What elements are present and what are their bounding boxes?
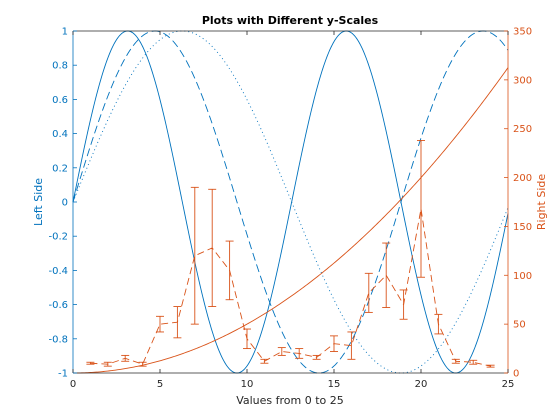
- left-series-line-1: [72, 30, 509, 374]
- y-right-tick-label-5: 200: [513, 173, 532, 184]
- y-right-axis-label: Right Side: [535, 174, 548, 230]
- y-left-tick-label-4: -0.4: [48, 266, 68, 277]
- y-right-tick-label-1: 0: [513, 369, 519, 380]
- axes-layer: 0 5 10 15 20 25-1-0.8-0.6-0.4-0.200.20.40.60.…: [48, 27, 532, 391]
- y-left-tick-label-3: -0.6: [48, 300, 68, 311]
- y-right-tick-label-8: 350: [513, 27, 532, 38]
- left-series-line-3: [72, 30, 509, 374]
- x-tick-label-6: 25: [502, 379, 515, 390]
- y-right-tick-label-6: 250: [513, 124, 532, 135]
- series-layer: [72, 30, 509, 374]
- y-left-axis-label: Left Side: [32, 178, 45, 226]
- x-tick-label-1: 0: [70, 379, 76, 390]
- y-left-tick-label-9: 0.6: [52, 95, 68, 106]
- y-right-tick-label-2: 50: [513, 320, 526, 331]
- x-axis-label: Values from 0 to 25: [236, 394, 344, 407]
- plot-area: [73, 31, 508, 373]
- y-left-tick-label-7: 0.2: [52, 163, 68, 174]
- x-tick-label-3: 10: [241, 379, 254, 390]
- right-errorbar-line: [90, 208, 491, 367]
- y-left-tick-label-6: 0: [62, 198, 68, 209]
- x-tick-label-5: 20: [415, 379, 428, 390]
- y-left-tick-label-11: 1: [62, 27, 68, 38]
- x-tick-label-2: 5: [157, 379, 163, 390]
- y-left-tick-label-10: 0.8: [52, 61, 68, 72]
- y-left-tick-label-8: 0.4: [52, 129, 68, 140]
- y-left-tick-label-1: -1: [58, 369, 68, 380]
- x-tick-label-4: 15: [328, 379, 341, 390]
- chart-title: Plots with Different y-Scales: [202, 14, 379, 27]
- y-right-tick-label-7: 300: [513, 75, 532, 86]
- y-right-tick-label-3: 100: [513, 271, 532, 282]
- y-left-tick-label-5: -0.2: [48, 232, 68, 243]
- y-left-tick-label-2: -0.8: [48, 334, 68, 345]
- left-series-line-2: [72, 30, 509, 374]
- y-right-tick-label-4: 150: [513, 222, 532, 233]
- right-series-curve: [73, 67, 509, 374]
